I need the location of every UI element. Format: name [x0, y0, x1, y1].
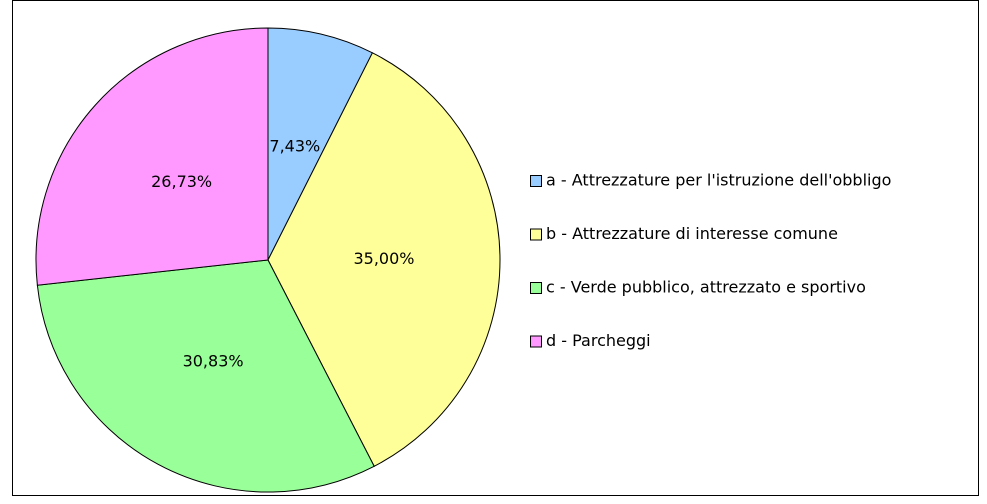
pie-slice	[36, 259, 375, 493]
data-label: 26,73%	[151, 172, 212, 191]
legend-label: b - Attrezzature di interesse comune	[546, 224, 838, 243]
pie-slice	[35, 27, 269, 286]
legend-swatch	[530, 228, 542, 241]
legend-swatch	[530, 175, 542, 187]
pie-slice	[267, 27, 374, 261]
data-label: 7,43%	[269, 137, 320, 156]
legend-label: d - Parcheggi	[546, 331, 651, 350]
data-label: 35,00%	[353, 249, 414, 268]
legend-label: c - Verde pubblico, attrezzato e sportiv…	[546, 278, 866, 297]
legend-swatch	[530, 335, 542, 348]
legend-swatch	[530, 282, 542, 294]
legend-label: a - Attrezzature per l'istruzione dell'o…	[546, 171, 891, 190]
pie-slice	[267, 52, 501, 467]
data-label: 30,83%	[183, 352, 244, 371]
